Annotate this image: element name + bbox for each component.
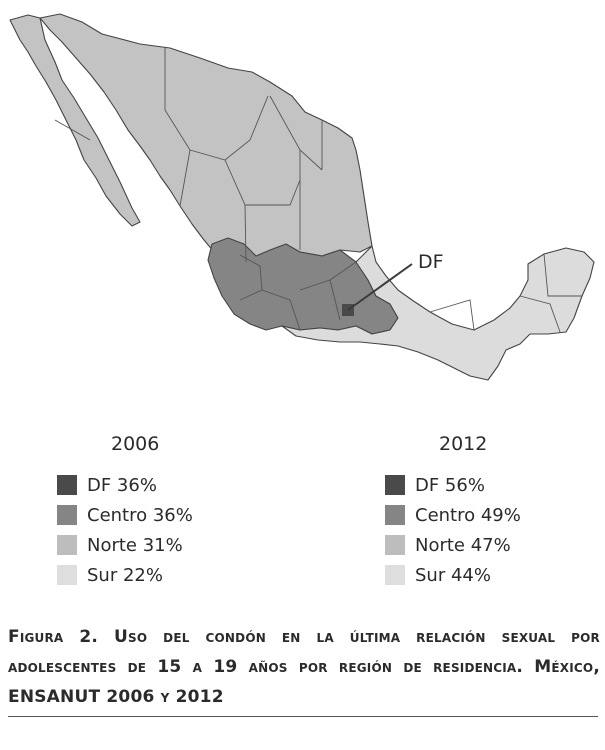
swatch-sur (57, 565, 77, 585)
legend-label: DF 56% (415, 474, 485, 496)
legend-item-centro: Centro 36% (57, 500, 193, 530)
legend-item-df: DF 56% (385, 470, 521, 500)
legend-label: Sur 22% (87, 564, 163, 586)
swatch-df (385, 475, 405, 495)
legend-label: Norte 47% (415, 534, 511, 556)
bottom-rule (8, 716, 598, 717)
legend-item-sur: Sur 44% (385, 560, 521, 590)
legend-label: Centro 49% (415, 504, 521, 526)
swatch-centro (57, 505, 77, 525)
legend-label: Centro 36% (87, 504, 193, 526)
state-borders (54, 48, 582, 333)
figure-caption: Figura 2. Uso del condón en la última re… (8, 627, 600, 707)
legend-year: 2006 (111, 433, 160, 455)
mexico-region-map: DF (9, 13, 595, 381)
baja-california-peninsula (9, 14, 141, 227)
legend-2006: 2006 DF 36% Centro 36% Norte 31% Sur 22% (57, 432, 193, 590)
swatch-df (57, 475, 77, 495)
legend-item-df: DF 36% (57, 470, 193, 500)
swatch-sur (385, 565, 405, 585)
df-label: DF (418, 251, 444, 273)
legend-year: 2012 (439, 433, 488, 455)
legend-label: DF 36% (87, 474, 157, 496)
legend-item-norte: Norte 47% (385, 530, 521, 560)
swatch-norte (57, 535, 77, 555)
df-pointer-line (347, 263, 413, 311)
swatch-norte (385, 535, 405, 555)
legend-item-norte: Norte 31% (57, 530, 193, 560)
region-sur (281, 245, 595, 381)
legend-2012: 2012 DF 56% Centro 49% Norte 47% Sur 44% (385, 432, 521, 590)
legend-label: Sur 44% (415, 564, 491, 586)
legend-item-sur: Sur 22% (57, 560, 193, 590)
swatch-centro (385, 505, 405, 525)
legend-item-centro: Centro 49% (385, 500, 521, 530)
legend-label: Norte 31% (87, 534, 183, 556)
